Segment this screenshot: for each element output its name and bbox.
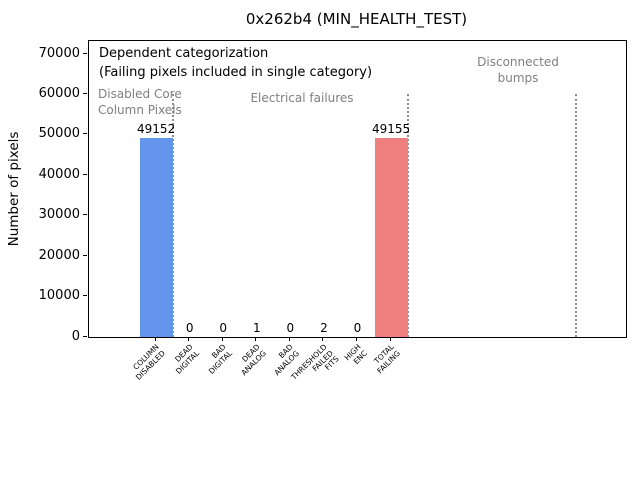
x-tick-mark — [255, 337, 257, 341]
x-tick-mark — [288, 337, 290, 341]
bar-value-label: 2 — [320, 320, 328, 335]
y-tick-label: 20000 — [38, 247, 80, 263]
plot-area: 49152 0 0 1 0 2 0 49155 Dependent categorizatio… — [88, 40, 627, 338]
y-tick-label: 70000 — [38, 45, 80, 61]
section-separator-line — [406, 94, 409, 337]
annotation-section-disconnected-bumps: Disconnected bumps — [477, 55, 559, 85]
section-separator-line — [171, 94, 174, 337]
y-tick-label: 10000 — [38, 288, 80, 304]
y-tick-mark — [83, 214, 87, 216]
bar-value-label: 49155 — [371, 122, 411, 137]
x-tick-mark — [188, 337, 190, 341]
x-tick-mark — [322, 337, 324, 341]
bar-value-label: 49152 — [137, 122, 176, 137]
y-tick-mark — [83, 52, 87, 54]
annotation-dependent-categorization: Dependent categorization — [99, 46, 269, 61]
y-tick-mark — [83, 133, 87, 135]
bar — [374, 138, 408, 337]
x-tick-mark — [356, 337, 357, 341]
bar-value-label: 0 — [219, 321, 228, 335]
y-tick-label: 40000 — [38, 166, 80, 182]
annotation-section-electrical-failures: Electrical failures — [250, 91, 354, 105]
bar-value-label: 0 — [286, 321, 295, 335]
y-tick-label: 30000 — [38, 207, 80, 223]
y-tick-mark — [83, 335, 87, 337]
annotation-section-disabled-core-column-pixels: Disabled Core Column Pixels — [98, 87, 182, 117]
x-tick-mark — [154, 337, 156, 341]
y-tick-mark — [83, 254, 87, 256]
bar-value-label: 0 — [185, 321, 194, 335]
y-tick-mark — [83, 173, 87, 175]
y-tick-label: 50000 — [38, 126, 80, 142]
y-tick-label: 60000 — [38, 85, 80, 101]
y-tick-mark — [83, 92, 87, 94]
y-tick-mark — [83, 295, 87, 297]
section-separator-line — [574, 94, 577, 337]
chart-title: 0x262b4 (MIN_HEALTH_TEST) — [245, 10, 468, 28]
y-tick-label: 0 — [71, 328, 80, 344]
bar — [139, 138, 173, 337]
x-tick-mark — [221, 337, 223, 341]
bar-value-label: 1 — [252, 320, 261, 335]
x-tick-mark — [389, 337, 391, 341]
bar-value-label: 0 — [353, 321, 362, 335]
y-axis-label: Number of pixels — [6, 131, 22, 247]
annotation-failing-pixels-note: (Failing pixels included in single categ… — [99, 65, 373, 80]
